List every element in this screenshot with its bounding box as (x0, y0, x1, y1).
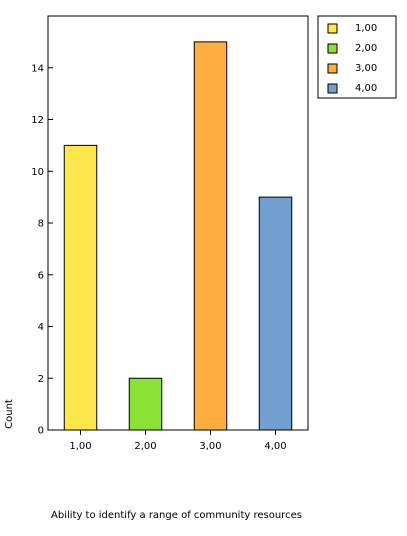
y-tick-label: 4 (38, 322, 44, 333)
legend-swatch (327, 83, 338, 94)
y-axis-title: Count (4, 399, 15, 429)
x-tick-label: 3,00 (199, 441, 221, 452)
bar-4 (258, 196, 293, 431)
legend-swatch (327, 43, 338, 54)
bars-group (63, 41, 293, 431)
x-tick-label: 2,00 (134, 441, 156, 452)
legend-label: 4,00 (355, 83, 377, 94)
y-tick-label: 12 (31, 115, 44, 126)
x-tick-label: 4,00 (264, 441, 286, 452)
legend-label: 1,00 (355, 23, 377, 34)
x-axis-title: Ability to identify a range of community… (51, 510, 302, 521)
bar-1 (63, 144, 98, 431)
legend-label: 2,00 (355, 43, 377, 54)
y-axis: 0 2 4 6 8 10 12 14 (31, 63, 53, 437)
x-tick-label: 1,00 (69, 441, 91, 452)
bar-3 (193, 41, 228, 431)
legend-label: 3,00 (355, 63, 377, 74)
bar-2 (128, 377, 163, 431)
legend: 1,00 2,00 3,00 4,00 (317, 15, 397, 99)
y-tick-label: 8 (38, 219, 44, 230)
y-tick-label: 14 (31, 63, 44, 74)
y-tick-label: 6 (38, 270, 44, 281)
x-axis: 1,00 2,00 3,00 4,00 (69, 430, 287, 452)
legend-swatch (327, 23, 338, 34)
y-tick-label: 2 (38, 374, 44, 385)
y-tick-label: 10 (31, 167, 44, 178)
legend-swatch (327, 63, 338, 74)
y-tick-label: 0 (38, 426, 44, 437)
